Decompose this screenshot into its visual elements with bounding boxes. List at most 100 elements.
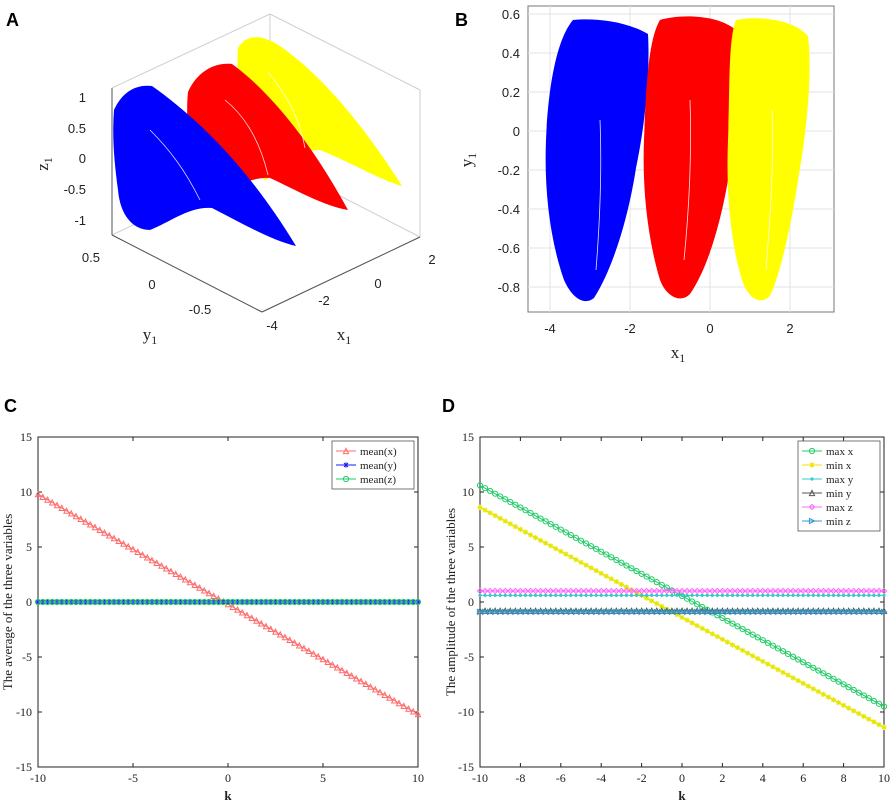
series-point [780, 669, 786, 675]
series-point [547, 520, 554, 528]
series-point [598, 570, 604, 576]
series-point [633, 587, 640, 595]
series-point [598, 608, 605, 616]
series-point [876, 722, 882, 728]
a-zlabel: z1 [33, 157, 55, 171]
series-point [502, 496, 509, 503]
series-point [693, 587, 701, 595]
series-point [518, 593, 523, 598]
series-point [537, 587, 544, 595]
series-point [694, 601, 701, 608]
series-point [276, 630, 284, 638]
x-tick-label: -6 [556, 771, 566, 785]
series-point [579, 593, 583, 598]
series-point [870, 587, 878, 595]
series-point [860, 692, 867, 699]
series-point [845, 608, 853, 616]
series-point [725, 593, 730, 598]
series-point [577, 537, 585, 544]
series-point [120, 539, 127, 547]
series-point [584, 593, 588, 598]
series-point [513, 593, 517, 598]
series-point [572, 534, 580, 542]
panel-a-axes [111, 88, 421, 313]
y-tick-label: -10 [16, 705, 32, 719]
a-z-tick: -0.5 [64, 182, 86, 197]
series-point [744, 608, 752, 616]
series-point [850, 608, 858, 616]
legend-marker [343, 462, 349, 468]
series-point [658, 587, 666, 595]
series-point [604, 593, 608, 598]
series-point [683, 587, 691, 595]
b-y-tick: -0.8 [498, 280, 520, 295]
series-point [618, 581, 624, 587]
series-point [764, 608, 772, 616]
series-point [527, 509, 534, 517]
series-point [564, 593, 568, 598]
series-point [734, 608, 742, 616]
series-point [481, 608, 489, 616]
series-point [644, 595, 650, 601]
c-series [34, 490, 422, 718]
series-point [300, 644, 308, 652]
series-point [699, 608, 706, 616]
series-point [552, 523, 559, 530]
series-point [48, 498, 56, 506]
series-point [695, 593, 699, 598]
b-x-tick: 2 [786, 321, 793, 336]
series-point [715, 593, 719, 598]
panel-b-attractors [545, 16, 810, 302]
series-point [82, 517, 89, 525]
series-point [532, 587, 539, 595]
series-point [835, 700, 842, 706]
series-point [825, 608, 833, 616]
series-point [482, 507, 488, 513]
a-x-tick: 0 [374, 276, 381, 291]
series-point [623, 608, 631, 616]
series-point [749, 631, 756, 638]
series-point [362, 680, 370, 688]
series-point [537, 608, 545, 616]
series-point [775, 667, 781, 673]
b-x-tick: -2 [624, 321, 636, 336]
series-point [754, 587, 762, 595]
legend-marker [342, 475, 350, 483]
series-point [815, 689, 821, 695]
series-point [694, 608, 701, 616]
b-xlabel: x1 [671, 343, 686, 365]
series-point [789, 587, 797, 595]
legend-marker [808, 503, 816, 511]
series-point [835, 678, 842, 685]
series-point [608, 554, 615, 561]
series-point [281, 633, 289, 641]
series-point [689, 608, 696, 616]
panel-letter-c: C [4, 396, 17, 416]
legend-label: min y [826, 488, 852, 500]
b-y-tick: 0.4 [502, 46, 520, 61]
series-point [634, 593, 639, 598]
series-point [367, 682, 374, 690]
series-point [710, 593, 714, 598]
series-point [815, 667, 822, 674]
series-point [779, 587, 787, 595]
series-point [589, 593, 593, 598]
series-point [877, 593, 881, 598]
series-point [856, 711, 862, 717]
series-point [804, 587, 812, 595]
series-point [134, 548, 142, 556]
x-tick-label: 5 [320, 771, 326, 785]
series-point [628, 608, 636, 616]
series-point [865, 608, 873, 616]
y-tick-label: 10 [20, 485, 32, 499]
series-point [847, 593, 851, 598]
series-point [573, 557, 579, 563]
series-point [741, 593, 745, 598]
x-tick-label: -8 [515, 771, 525, 785]
series-point [729, 608, 737, 616]
series-point [63, 506, 70, 514]
series-point [739, 587, 746, 595]
series-point [522, 608, 530, 616]
